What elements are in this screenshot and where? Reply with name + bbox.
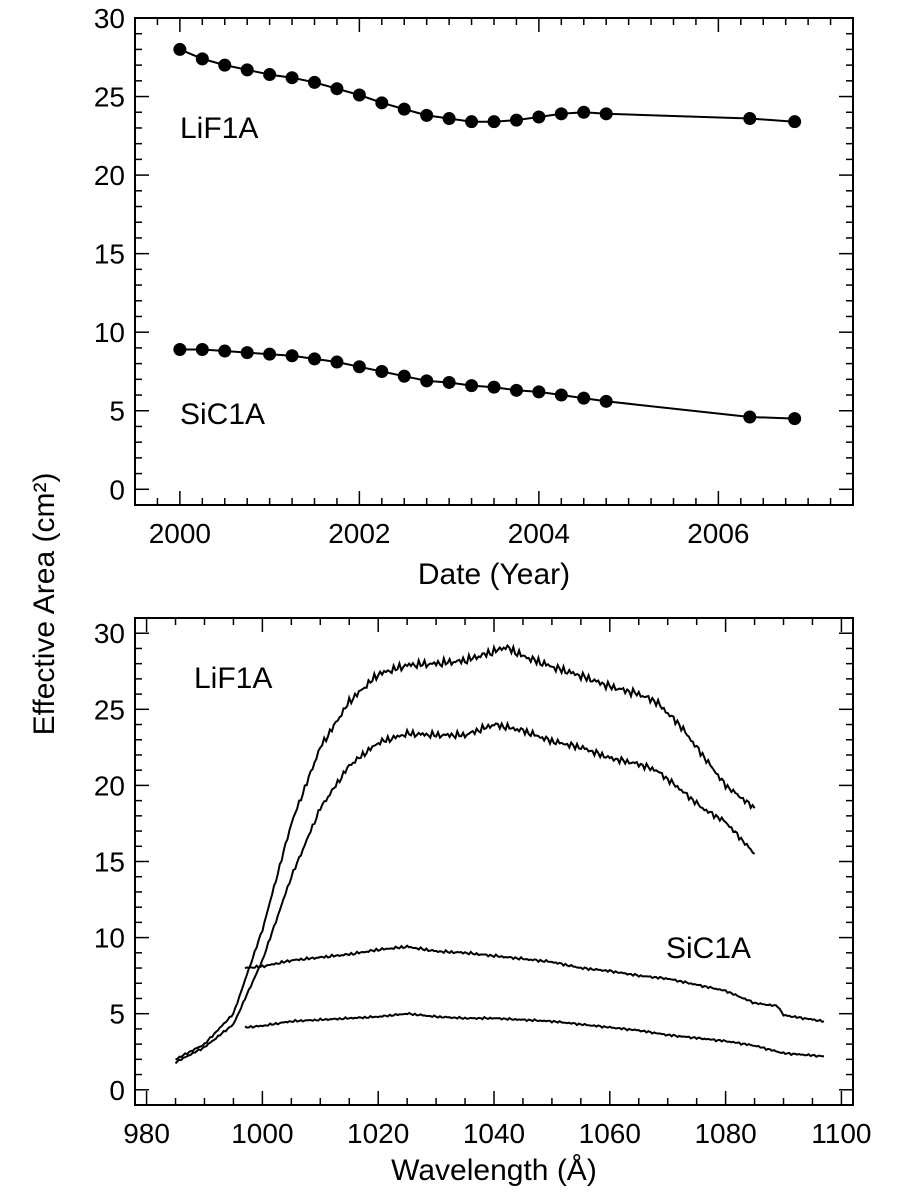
date-panel-data-point [743, 112, 757, 126]
date-panel-ytick-label: 5 [109, 396, 125, 427]
date-panel-ytick-label: 30 [94, 3, 125, 34]
date-panel-data-point [420, 374, 434, 388]
wavelength-panel-ytick-label: 20 [94, 770, 125, 801]
date-panel-data-point [532, 385, 546, 399]
date-panel-data-point [240, 346, 254, 360]
date-panel-data-point [330, 355, 344, 369]
wavelength-panel-series-line [174, 720, 756, 1065]
wavelength-panel-xtick-label: 1040 [463, 1118, 525, 1149]
date-panel-ytick-label: 0 [109, 474, 125, 505]
date-panel-data-point [487, 115, 501, 129]
date-panel-ytick-label: 25 [94, 82, 125, 113]
date-panel-data-point [285, 349, 299, 363]
wavelength-panel-xtick-label: 980 [123, 1118, 170, 1149]
date-panel-data-point [442, 112, 456, 126]
date-panel-data-point [330, 82, 344, 96]
date-panel-data-point [308, 352, 321, 366]
wavelength-panel-ytick-label: 30 [94, 618, 125, 649]
date-panel-data-point [352, 360, 366, 374]
date-panel-data-point [397, 369, 411, 383]
date-panel-data-point [599, 107, 613, 121]
date-panel-data-point [263, 347, 277, 361]
date-panel-data-point [352, 88, 366, 102]
date-panel-data-point [263, 68, 277, 82]
date-panel-ticks [134, 17, 854, 505]
date-panel-data-point [465, 379, 479, 393]
date-panel-data-point [195, 342, 209, 356]
wavelength-panel-series-line [244, 1011, 824, 1059]
date-panel-data-point [173, 42, 187, 56]
date-panel-data-point [375, 364, 389, 378]
wavelength-panel-series-line [244, 944, 825, 1023]
wavelength-panel-ytick-label: 0 [109, 1075, 125, 1106]
date-panel-data-point [240, 63, 254, 77]
date-panel-data-point [173, 342, 187, 356]
date-panel-data-point [577, 391, 591, 405]
wavelength-panel-xtick-label: 1060 [579, 1118, 641, 1149]
date-panel-data-point [487, 380, 501, 394]
wavelength-panel-xtick-label: 1000 [231, 1118, 293, 1149]
date-panel-data-point [509, 113, 523, 127]
date-panel-xlabel: Date (Year) [418, 558, 570, 591]
date-panel: 0 5 10 15 20 25 30 2000 2002 2004 2006 LiF1A SiC1A… [94, 3, 854, 591]
date-panel-data-point [788, 115, 802, 129]
date-panel-data-point [554, 107, 568, 121]
date-panel-annotation-lif1a: LiF1A [180, 112, 258, 145]
wavelength-panel-annotation-sic1a: SiC1A [666, 932, 751, 965]
date-panel-data-point [285, 71, 299, 85]
date-panel-data-point [420, 108, 434, 122]
date-panel-data-point [375, 96, 389, 110]
wavelength-panel-xtick-label: 1020 [347, 1118, 409, 1149]
date-panel-xtick-label: 2004 [508, 518, 570, 549]
date-panel-data-point [743, 410, 757, 424]
date-panel-xtick-label: 2002 [328, 518, 390, 549]
date-panel-ytick-label: 20 [94, 160, 125, 191]
wavelength-panel-annotation-lif1a: LiF1A [194, 662, 272, 695]
date-panel-data-point [442, 375, 456, 389]
date-panel-data-point [554, 388, 568, 402]
date-panel-series-line [179, 348, 795, 420]
date-panel-data-point [195, 52, 209, 66]
date-panel-ytick-label: 15 [94, 239, 125, 270]
shared-ylabel: Effective Area (cm²) [28, 473, 61, 736]
date-panel-data-point [532, 110, 546, 124]
date-panel-frame [134, 17, 854, 506]
date-panel-xtick-label: 2000 [149, 518, 211, 549]
wavelength-panel-xtick-label: 1100 [811, 1118, 871, 1149]
wavelength-panel-ytick-label: 15 [94, 847, 125, 878]
wavelength-panel-ticks [135, 618, 853, 1105]
wavelength-panel-ytick-label: 10 [94, 923, 125, 954]
wavelength-panel-series-line [175, 643, 756, 1061]
wavelength-panel-series [174, 643, 825, 1065]
wavelength-panel-ytick-label: 5 [109, 999, 125, 1030]
wavelength-panel-tick-labels: 0 5 10 15 20 25 30 980 1000 1020 1040 1060 1080 1100 [94, 618, 872, 1149]
date-panel-data-point [465, 115, 479, 129]
date-panel-xtick-label: 2006 [687, 518, 749, 549]
date-panel-tick-labels: 0 5 10 15 20 25 30 2000 2002 2004 2006 [94, 3, 750, 549]
date-panel-annotation-sic1a: SiC1A [180, 398, 265, 431]
date-panel-ytick-label: 10 [94, 317, 125, 348]
wavelength-panel-ytick-label: 25 [94, 694, 125, 725]
date-panel-data-point [599, 394, 613, 408]
date-panel-data-point [509, 383, 523, 397]
date-panel-data-point [218, 58, 232, 72]
date-panel-data-point [218, 344, 232, 358]
date-panel-data-point [308, 75, 321, 89]
date-panel-series-line [179, 48, 795, 123]
date-panel-data-point [577, 105, 591, 119]
date-panel-data-point [788, 412, 802, 426]
wavelength-panel-xtick-label: 1080 [694, 1118, 756, 1149]
date-panel-series [173, 42, 802, 426]
date-panel-data-point [397, 102, 411, 116]
wavelength-panel-xlabel: Wavelength (Å) [391, 1154, 597, 1187]
